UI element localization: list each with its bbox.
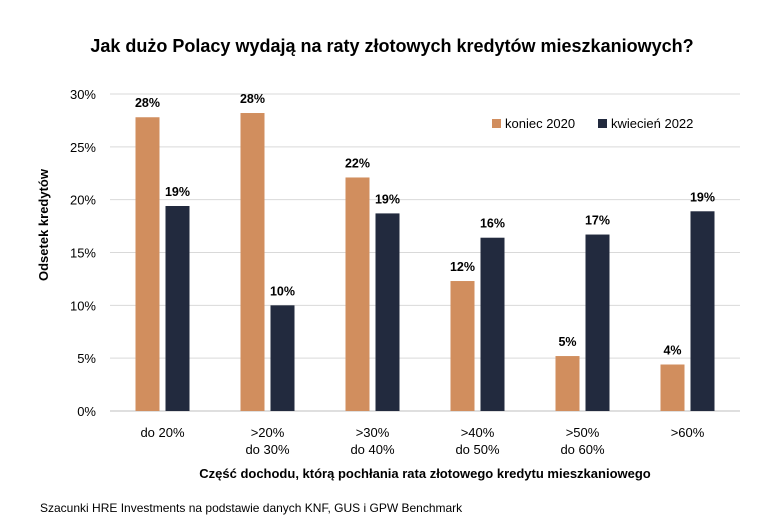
bar xyxy=(585,234,610,411)
x-axis-label: Część dochodu, którą pochłania rata złot… xyxy=(199,466,651,481)
data-label: 28% xyxy=(240,92,265,106)
legend-label: kwiecień 2022 xyxy=(611,116,693,131)
bar xyxy=(660,364,685,411)
bar xyxy=(270,305,295,411)
source-note: Szacunki HRE Investments na podstawie da… xyxy=(40,501,463,515)
x-tick-label: >30% xyxy=(356,425,390,440)
y-tick-label: 25% xyxy=(70,140,96,155)
bar xyxy=(135,117,160,411)
y-tick-label: 30% xyxy=(70,87,96,102)
bar xyxy=(375,213,400,411)
data-label: 19% xyxy=(375,192,400,206)
data-label: 5% xyxy=(558,335,576,349)
x-tick-label: do 30% xyxy=(245,442,290,457)
data-label: 4% xyxy=(663,344,681,358)
data-label: 17% xyxy=(585,214,610,228)
bar xyxy=(690,211,715,411)
y-axis-label: Odsetek kredytów xyxy=(36,168,51,281)
data-label: 22% xyxy=(345,156,370,170)
bar xyxy=(165,206,190,411)
x-tick-label: do 60% xyxy=(560,442,605,457)
y-tick-label: 5% xyxy=(77,351,96,366)
y-tick-label: 10% xyxy=(70,298,96,313)
data-label: 12% xyxy=(450,260,475,274)
y-tick-label: 0% xyxy=(77,404,96,419)
bar xyxy=(450,281,475,411)
bar xyxy=(480,237,505,411)
x-tick-label: >50% xyxy=(566,425,600,440)
bar xyxy=(240,113,265,412)
legend-label: koniec 2020 xyxy=(505,116,575,131)
x-tick-label: >20% xyxy=(251,425,285,440)
x-tick-label: >40% xyxy=(461,425,495,440)
data-label: 28% xyxy=(135,96,160,110)
legend-swatch xyxy=(598,119,607,128)
bar xyxy=(555,356,580,411)
data-label: 19% xyxy=(165,185,190,199)
x-tick-label: do 50% xyxy=(455,442,500,457)
y-tick-label: 20% xyxy=(70,193,96,208)
legend-swatch xyxy=(492,119,501,128)
x-tick-label: >60% xyxy=(671,425,705,440)
bar xyxy=(345,177,370,411)
data-label: 10% xyxy=(270,284,295,298)
x-tick-label: do 20% xyxy=(140,425,185,440)
chart-title: Jak dużo Polacy wydają na raty złotowych… xyxy=(90,36,693,56)
y-tick-label: 15% xyxy=(70,246,96,261)
x-tick-label: do 40% xyxy=(350,442,395,457)
data-label: 19% xyxy=(690,190,715,204)
data-label: 16% xyxy=(480,217,505,231)
